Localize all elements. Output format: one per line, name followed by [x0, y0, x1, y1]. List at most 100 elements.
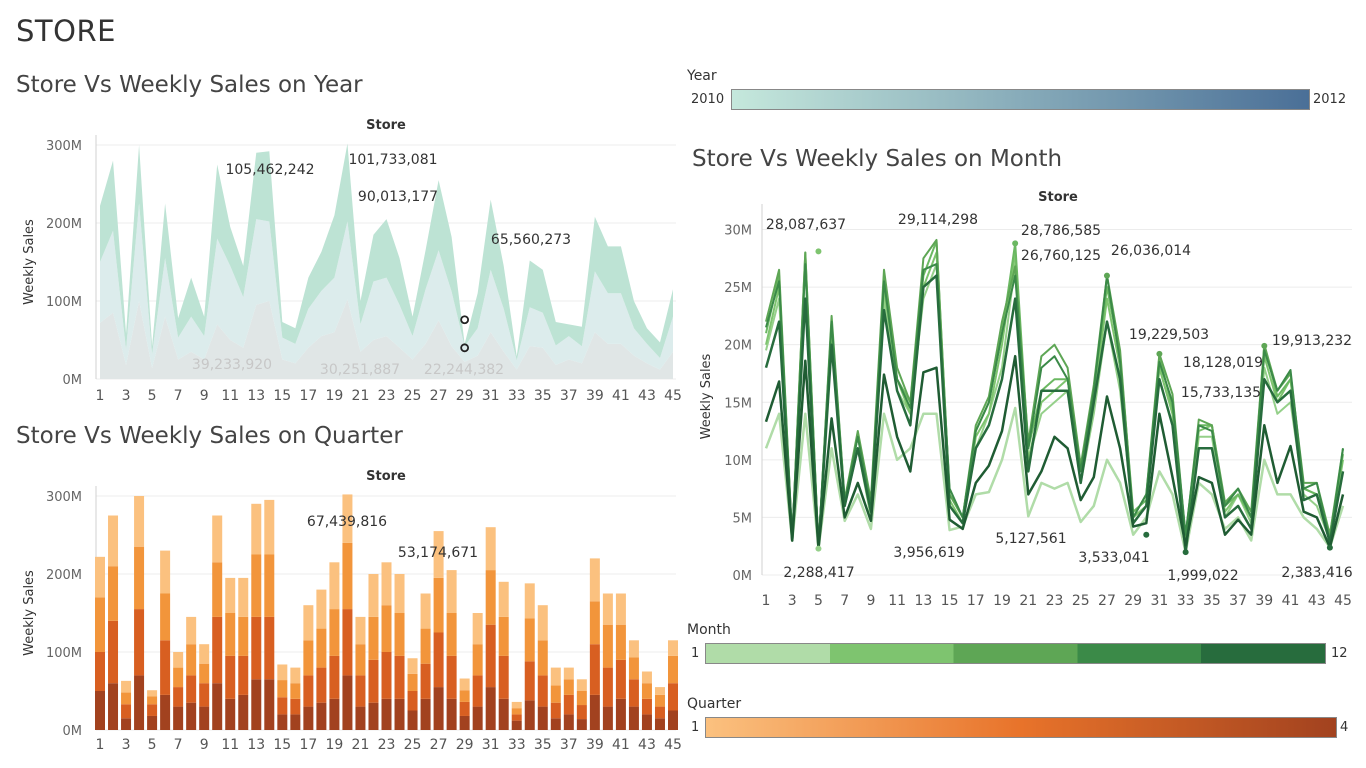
- bar-segment-q2: [394, 655, 405, 699]
- bar-segment-q1: [576, 719, 587, 730]
- y-tick-label: 5M: [733, 511, 753, 526]
- bar-segment-q1: [355, 706, 366, 730]
- bar-segment-q3: [485, 570, 496, 625]
- bar-segment-q4: [550, 667, 561, 686]
- bar-segment-q3: [472, 644, 483, 676]
- x-tick-label: 1: [96, 737, 105, 753]
- year-area-chart[interactable]: 0M 100M 200M 300M Store Weekly Sales 105,462,2…: [0, 105, 690, 405]
- bar-segment-q1: [459, 715, 470, 730]
- bar-segment-q1: [368, 702, 379, 730]
- bar-segment-q2: [628, 679, 639, 707]
- bar-segment-q2: [576, 705, 587, 720]
- data-label: 5,127,561: [995, 531, 1066, 547]
- x-tick-label: 39: [586, 388, 604, 404]
- data-label: 28,786,585: [1021, 223, 1101, 239]
- quarter-color-legend[interactable]: [705, 717, 1337, 738]
- bar-segment-q1: [290, 714, 301, 730]
- x-axis-title: Store: [366, 469, 406, 484]
- x-tick-label: 43: [638, 737, 656, 753]
- x-tick-label: 43: [638, 388, 656, 404]
- x-tick-label: 13: [914, 593, 932, 609]
- bar-segment-q3: [121, 692, 132, 705]
- bar-segment-q1: [550, 718, 561, 730]
- data-point: [1012, 240, 1019, 247]
- x-tick-label: 33: [508, 388, 526, 404]
- bar-segment-q4: [615, 593, 626, 625]
- y-tick-label: 0M: [733, 569, 753, 584]
- data-label: 28,087,637: [766, 217, 846, 233]
- data-label: 1,999,022: [1167, 568, 1238, 584]
- x-tick-label: 3: [122, 737, 131, 753]
- bar-segment-q2: [459, 701, 470, 716]
- bar-segment-q1: [537, 706, 548, 730]
- bar-segment-q2: [615, 659, 626, 699]
- bar-segment-q1: [563, 714, 574, 730]
- y-tick-label: 200M: [46, 217, 82, 232]
- bar-segment-q2: [433, 632, 444, 688]
- bar-segment-q2: [121, 704, 132, 719]
- x-tick-label: 1: [762, 593, 771, 609]
- bar-segment-q2: [199, 683, 210, 707]
- bar-segment-q2: [186, 675, 197, 703]
- bar-segment-q3: [355, 644, 366, 676]
- bar-segment-q2: [524, 661, 535, 701]
- bar-segment-q4: [576, 679, 587, 691]
- bar-segment-q3: [524, 618, 535, 662]
- x-tick-label: 45: [664, 737, 682, 753]
- bar-segment-q4: [277, 664, 288, 681]
- bar-segment-q2: [668, 683, 678, 711]
- bar-segment-q4: [95, 556, 105, 598]
- x-tick-label: 11: [221, 737, 239, 753]
- bar-segment-q1: [485, 687, 496, 730]
- y-tick-label: 30M: [724, 224, 752, 239]
- bar-segment-q3: [654, 694, 665, 707]
- x-tick-label: 7: [174, 388, 183, 404]
- month-chart-title: Store Vs Weekly Sales on Month: [692, 146, 1063, 172]
- bar-segment-q2: [251, 616, 262, 680]
- highlight-marker: [460, 343, 470, 353]
- x-tick-label: 41: [1282, 593, 1300, 609]
- series-line-6: [765, 263, 1344, 550]
- bar-segment-q2: [329, 655, 340, 699]
- bar-segment-q1: [108, 683, 119, 730]
- area-band-1: [100, 299, 673, 379]
- year-legend-min: 2010: [691, 92, 725, 107]
- data-label: 19,913,232: [1272, 333, 1352, 349]
- year-color-legend[interactable]: [731, 89, 1310, 110]
- x-tick-label: 13: [247, 737, 265, 753]
- y-tick-label: 200M: [46, 568, 82, 583]
- series-line-1: [764, 406, 1345, 554]
- bar-segment-q2: [589, 644, 600, 695]
- data-label: 2,288,417: [783, 565, 854, 581]
- bar-segment-q4: [668, 640, 678, 656]
- bar-segment-q3: [628, 657, 639, 680]
- bar-segment-q3: [368, 616, 379, 660]
- bar-segment-q4: [238, 577, 249, 617]
- x-tick-label: 3: [122, 388, 131, 404]
- data-label: 22,244,382: [424, 362, 504, 378]
- bar-segment-q1: [420, 698, 431, 730]
- month-color-legend[interactable]: [705, 643, 1326, 664]
- bar-segment-q4: [381, 562, 392, 606]
- y-tick-label: 100M: [46, 295, 82, 310]
- bar-segment-q4: [225, 577, 236, 613]
- y-tick-label: 300M: [46, 490, 82, 505]
- bar-segment-q2: [602, 667, 613, 707]
- x-tick-label: 15: [273, 737, 291, 753]
- bar-segment-q4: [641, 671, 652, 684]
- data-label: 19,229,503: [1129, 327, 1209, 343]
- bar-segment-q3: [290, 683, 301, 699]
- bar-segment-q3: [576, 691, 587, 706]
- bar-segment-q4: [121, 680, 132, 693]
- bar-segment-q3: [602, 624, 613, 668]
- bar-segment-q4: [290, 667, 301, 684]
- data-label: 18,128,019: [1183, 355, 1263, 371]
- quarter-bar-chart[interactable]: 0M 100M 200M 300M Store Weekly Sales 67,439,81…: [0, 456, 690, 761]
- bar-segment-q4: [602, 593, 613, 625]
- month-line-chart[interactable]: 0M 5M 10M 15M 20M 25M 30M Store Weekly Sales 28,0…: [688, 180, 1358, 612]
- y-tick-label: 0M: [63, 373, 83, 388]
- bar-segment-q1: [160, 694, 171, 730]
- quarter-legend-max: 4: [1340, 720, 1349, 735]
- x-tick-label: 7: [840, 593, 849, 609]
- x-tick-label: 35: [534, 388, 552, 404]
